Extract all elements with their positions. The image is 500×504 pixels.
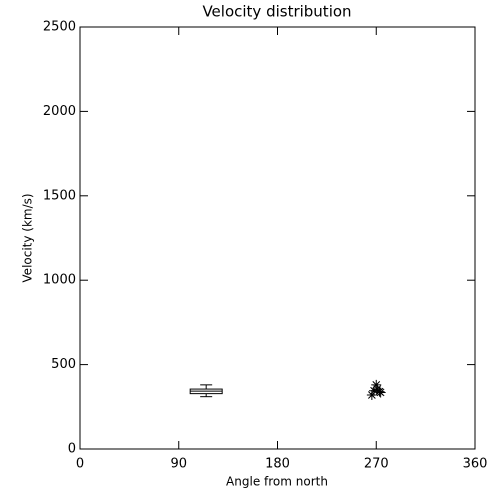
x-tick-label: 0 (76, 457, 84, 472)
y-tick-label: 1500 (43, 188, 76, 203)
y-tick-label: 0 (68, 442, 76, 457)
point (369, 385, 380, 396)
x-tick-label: 360 (463, 457, 488, 472)
y-tick-label: 500 (51, 357, 76, 372)
y-axis-label: Velocity (km/s) (21, 193, 35, 282)
x-axis-label: Angle from north (226, 475, 328, 489)
chart-title: Velocity distribution (202, 3, 351, 21)
y-tick-label: 1000 (43, 273, 76, 288)
plot-frame (79, 26, 476, 450)
x-tick-label: 270 (364, 457, 389, 472)
y-tick-label: 2500 (43, 20, 76, 35)
y-tick-label: 2000 (43, 104, 76, 119)
x-tick-label: 180 (265, 457, 290, 472)
point (371, 379, 382, 390)
point (375, 387, 386, 398)
point (366, 389, 377, 400)
x-tick-label: 90 (170, 457, 187, 472)
